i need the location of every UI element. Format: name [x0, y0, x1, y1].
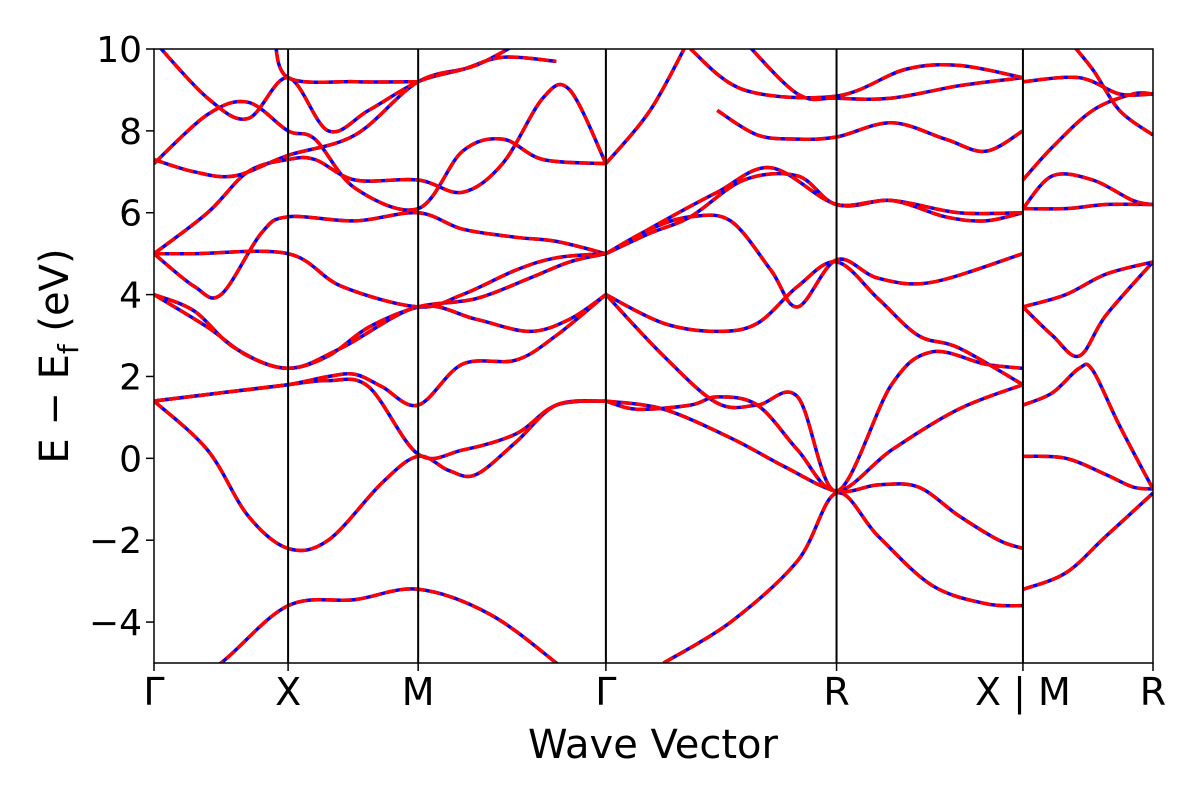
x-ticks: Γ X M Γ R X | M R [143, 663, 1166, 715]
band-line-dashed [604, 49, 686, 165]
y-axis-label: E − Ef (eV) [32, 248, 85, 463]
band-line-dashed [1022, 202, 1153, 211]
y-tick-label: 10 [96, 30, 142, 71]
band-line-solid [154, 210, 607, 300]
x-tick-label: X [275, 670, 301, 714]
y-tick-label: 8 [119, 112, 142, 153]
kpoint-lines [287, 49, 1024, 663]
y-tick-label: 4 [119, 276, 142, 317]
band-line-dashed [1022, 454, 1153, 491]
band-line-dashed [158, 49, 557, 134]
band-line-dashed [749, 49, 1024, 102]
x-tick-label: X | M [975, 670, 1071, 715]
band-line-solid [154, 249, 607, 309]
band-line-dashed [154, 249, 607, 309]
band-line-dashed [605, 399, 1024, 551]
band-line-solid [218, 587, 560, 663]
band-line-solid [716, 108, 1024, 154]
band-line-dashed [154, 292, 607, 371]
y-tick-label: −2 [89, 521, 142, 562]
band-line-dashed [716, 108, 1024, 154]
band-line-dashed [1021, 172, 1153, 210]
band-line-dashed [604, 293, 1024, 493]
y-tick-label: 6 [119, 194, 142, 235]
y-axis-label-sub: f [52, 343, 85, 354]
y-ticks: −4 −2 0 2 4 6 8 10 [89, 30, 154, 644]
band-line-solid [605, 165, 1024, 256]
y-tick-label: 2 [119, 357, 142, 398]
band-line-dashed [605, 165, 1024, 256]
band-line-dashed [1073, 49, 1153, 137]
y-tick-label: −4 [89, 603, 142, 644]
x-tick-label: R [823, 670, 849, 714]
band-line-solid [1021, 91, 1153, 182]
plot-frame [153, 48, 1154, 664]
band-line-solid [1022, 362, 1153, 490]
band-line-dashed [1022, 260, 1153, 309]
band-line-dashed [154, 49, 512, 179]
band-line-dashed [154, 251, 607, 371]
band-line-dashed [154, 99, 607, 212]
band-line-dashed [154, 82, 608, 256]
band-line-solid [662, 491, 1023, 663]
band-line-dashed [1021, 91, 1153, 182]
band-line-solid [1021, 260, 1153, 359]
x-axis-label: Wave Vector [528, 722, 779, 768]
band-line-dashed [605, 171, 1023, 256]
band-line-solid [1022, 454, 1153, 491]
bands-layer [154, 49, 1153, 663]
band-line-dashed [154, 210, 607, 300]
band-line-dashed [1021, 260, 1153, 359]
x-tick-label: Γ [595, 670, 616, 714]
band-line-solid [154, 99, 607, 212]
band-line-dashed [689, 49, 1024, 100]
band-line-dashed [274, 49, 419, 85]
band-line-dashed [605, 260, 1024, 387]
band-line-solid [154, 399, 607, 553]
band-line-solid [605, 213, 1024, 309]
band-line-dashed [662, 491, 1023, 663]
band-line-dashed [1022, 362, 1153, 490]
band-line-dashed [1022, 75, 1153, 97]
band-line-dashed [1022, 491, 1153, 591]
band-line-solid [604, 49, 686, 165]
band-line-dashed [218, 587, 560, 663]
band-line-dashed [605, 213, 1024, 309]
x-tick-label: M [402, 670, 435, 714]
x-tick-label: R [1140, 670, 1166, 714]
band-line-solid [274, 49, 419, 85]
x-tick-label: Γ [143, 670, 164, 714]
y-axis-label-unit: (eV) [32, 248, 78, 344]
band-line-solid [154, 251, 607, 371]
y-tick-label: 0 [119, 439, 142, 480]
band-line-dashed [605, 383, 1024, 493]
band-line-dashed [154, 399, 607, 553]
band-line-solid [154, 49, 512, 179]
y-axis-label-main: E − E [32, 354, 78, 464]
band-line-solid [1022, 491, 1153, 591]
band-line-dashed [154, 293, 608, 408]
